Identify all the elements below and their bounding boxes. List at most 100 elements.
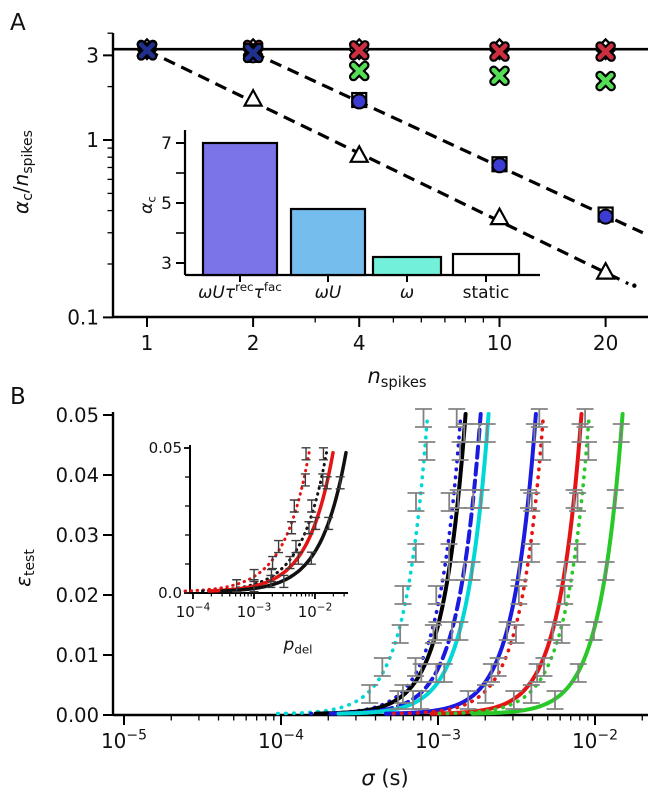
error-bar [412,690,430,710]
tick-label: 10−2 [572,728,618,753]
marker-x [138,42,156,59]
curve-green-dotted [437,412,592,716]
fit-line-dashed [252,51,644,235]
error-bar [568,543,586,563]
error-bar [322,476,332,490]
error-bar [597,561,615,581]
y-tick-label: 0.03 [56,524,99,547]
marker-triangle [595,260,616,280]
y-tick-label: 3 [86,43,99,67]
error-bar [418,441,436,461]
tick-label: 10−4 [258,728,304,753]
panel-a-scatter-plot: 3 1 0.1 1 2 4 10 20 αc/nspikes nspikes [9,32,648,391]
error-bar [301,447,311,461]
error-bar [498,621,516,641]
error-bar [285,555,295,570]
y-tick-label: 0.05 [56,404,99,427]
error-bar [489,657,507,677]
error-bar [472,489,490,509]
tick-label: 10−4 [176,602,211,621]
tick-label: 10−5 [101,728,147,753]
y-tick-label: 0.02 [56,584,99,607]
error-bar [505,690,523,710]
error-bar [249,579,259,593]
curve-black-solid [313,412,468,716]
error-bar [579,441,597,461]
error-bar [507,624,525,644]
inset-y-tick-label: 0.0 [158,584,182,602]
error-bar [553,624,571,644]
x-tick-label: 20 [593,331,618,355]
error-bar [318,473,328,487]
inset-bar-ylabel: αc [137,196,158,214]
error-bar [534,441,552,461]
error-bar [556,561,574,581]
error-bar [293,551,303,565]
error-bar [324,516,334,531]
error-bar [266,574,276,589]
inset-y-tick-label: 3 [161,254,172,274]
error-bar [528,663,546,683]
marker-triangle [489,206,510,226]
marker-x [245,44,262,61]
error-bar [412,663,430,683]
error-bar [300,473,310,487]
x-tick-label: 1 [141,331,154,355]
inset-y-tick-label: 7 [161,134,172,154]
error-bar [373,657,391,677]
curve-red-dotted [391,412,546,716]
error-bar [307,499,317,513]
error-bar [287,521,297,535]
error-bar [304,521,314,535]
error-bar [232,579,242,593]
bar-category-label: ωU [315,283,342,303]
marker-triangle [242,87,264,107]
error-bar [394,585,412,605]
error-bar [535,657,553,677]
panel-b-inset-chart: 0.0 0.05 10−4 10−3 10−2 pdel [149,439,348,656]
error-bar [391,624,409,644]
error-bar [585,621,603,641]
panel-b-line-chart: 0.00 0.01 0.02 0.03 0.04 0.05 10−5 10−4 10−3 10−2… [11,404,648,790]
error-bar [414,408,432,428]
error-bar [546,690,564,710]
curve-red-solid [429,412,584,716]
marker-x [491,67,508,84]
error-bar [449,489,467,509]
error-bar [523,543,541,563]
error-bar [407,543,425,563]
error-bar [289,499,299,513]
y-tick-label: 0.04 [56,464,99,487]
error-bar [606,489,624,509]
curve-cyan-dotted [275,412,430,716]
error-bar [612,423,630,443]
x-tick-label: 4 [353,331,366,355]
panel-a-xlabel: nspikes [367,364,426,391]
curve-blue-dashed [328,412,483,716]
marker-circle [491,157,508,174]
fit-line-dashed [146,48,630,286]
bar-2 [371,255,443,277]
error-bar [268,555,278,570]
tick-label: 10−3 [237,602,272,621]
bar-1 [289,207,367,277]
error-bar [569,492,587,512]
error-bar [291,539,301,554]
error-bar [455,423,473,443]
panel-b-xlabel: σ (s) [361,766,408,790]
error-bar [544,621,562,641]
bar-category-label: ωUτrecτfac [198,280,282,303]
panel-a-label: A [10,10,26,36]
panel-a-ylabel: αc/nspikes [9,130,36,214]
error-bar [556,585,574,605]
error-bar [440,492,458,512]
marker-circle [597,208,614,225]
error-bar [440,561,458,581]
error-bar [478,423,496,443]
inset-xlabel: pdel [283,635,313,656]
tick-label: 10−3 [415,728,461,753]
error-bar [482,663,500,683]
inset-y-tick-label: 5 [161,194,172,214]
